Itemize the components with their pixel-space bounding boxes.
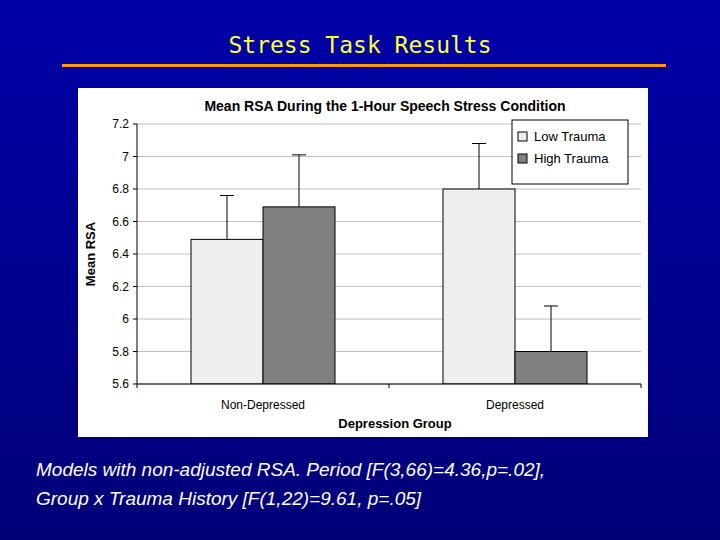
caption-line: Models with non-adjusted RSA. Period [F(… bbox=[36, 459, 545, 480]
y-tick-label: 6.4 bbox=[112, 247, 129, 261]
y-tick-label: 7.2 bbox=[112, 117, 129, 131]
error-cap bbox=[472, 143, 486, 144]
background bbox=[0, 0, 720, 540]
y-tick-label: 5.6 bbox=[112, 377, 129, 391]
slide-title: Stress Task Results bbox=[228, 32, 491, 58]
y-tick bbox=[133, 254, 137, 255]
error-bar bbox=[220, 196, 234, 240]
y-tick-label: 7 bbox=[122, 150, 129, 164]
x-tick-label: Non-Depressed bbox=[221, 398, 305, 412]
error-bar bbox=[472, 144, 486, 190]
y-tick bbox=[133, 221, 137, 222]
y-tick-label: 5.8 bbox=[112, 345, 129, 359]
error-cap bbox=[292, 154, 306, 155]
y-axis bbox=[137, 124, 138, 384]
x-axis-label: Depression Group bbox=[338, 416, 451, 431]
error-bar bbox=[292, 155, 306, 207]
y-tick bbox=[133, 384, 137, 385]
x-tick bbox=[389, 384, 390, 388]
error-stem bbox=[551, 306, 552, 352]
grid-line bbox=[137, 221, 641, 222]
y-tick bbox=[133, 286, 137, 287]
x-tick-label: Depressed bbox=[486, 398, 544, 412]
error-cap bbox=[544, 306, 558, 307]
chart-area bbox=[78, 88, 648, 437]
y-tick bbox=[133, 156, 137, 157]
page: {"slide": {"title": "Stress Task Results… bbox=[0, 0, 720, 540]
y-tick bbox=[133, 189, 137, 190]
error-bar bbox=[544, 306, 558, 352]
bar bbox=[515, 352, 587, 385]
legend-swatch bbox=[518, 154, 527, 163]
error-stem bbox=[479, 144, 480, 190]
y-tick-label: 6 bbox=[122, 312, 129, 326]
legend-label: Low Trauma bbox=[534, 129, 606, 144]
legend-swatch bbox=[518, 132, 527, 141]
legend: Low Trauma High Trauma bbox=[512, 120, 628, 184]
legend-box bbox=[512, 120, 628, 184]
x-tick bbox=[641, 384, 642, 388]
y-tick-label: 6.6 bbox=[112, 215, 129, 229]
bar bbox=[191, 239, 263, 384]
title-rule bbox=[62, 64, 666, 67]
x-tick bbox=[137, 384, 138, 388]
y-tick-label: 6.8 bbox=[112, 182, 129, 196]
y-axis-label: Mean RSA bbox=[83, 221, 98, 286]
bar bbox=[263, 207, 335, 384]
slide: Stress Task Results Mean RSA During the 1… bbox=[0, 0, 720, 540]
chart-title: Mean RSA During the 1-Hour Speech Stress… bbox=[204, 98, 565, 114]
y-tick bbox=[133, 124, 137, 125]
error-cap bbox=[220, 195, 234, 196]
legend-label: High Trauma bbox=[534, 151, 609, 166]
grid-line bbox=[137, 189, 641, 190]
caption-line: Group x Trauma History [F(1,22)=9.61, p=… bbox=[36, 488, 422, 509]
error-stem bbox=[227, 196, 228, 240]
y-tick bbox=[133, 319, 137, 320]
error-stem bbox=[299, 155, 300, 207]
y-tick-label: 6.2 bbox=[112, 280, 129, 294]
bar bbox=[443, 189, 515, 384]
y-tick bbox=[133, 351, 137, 352]
